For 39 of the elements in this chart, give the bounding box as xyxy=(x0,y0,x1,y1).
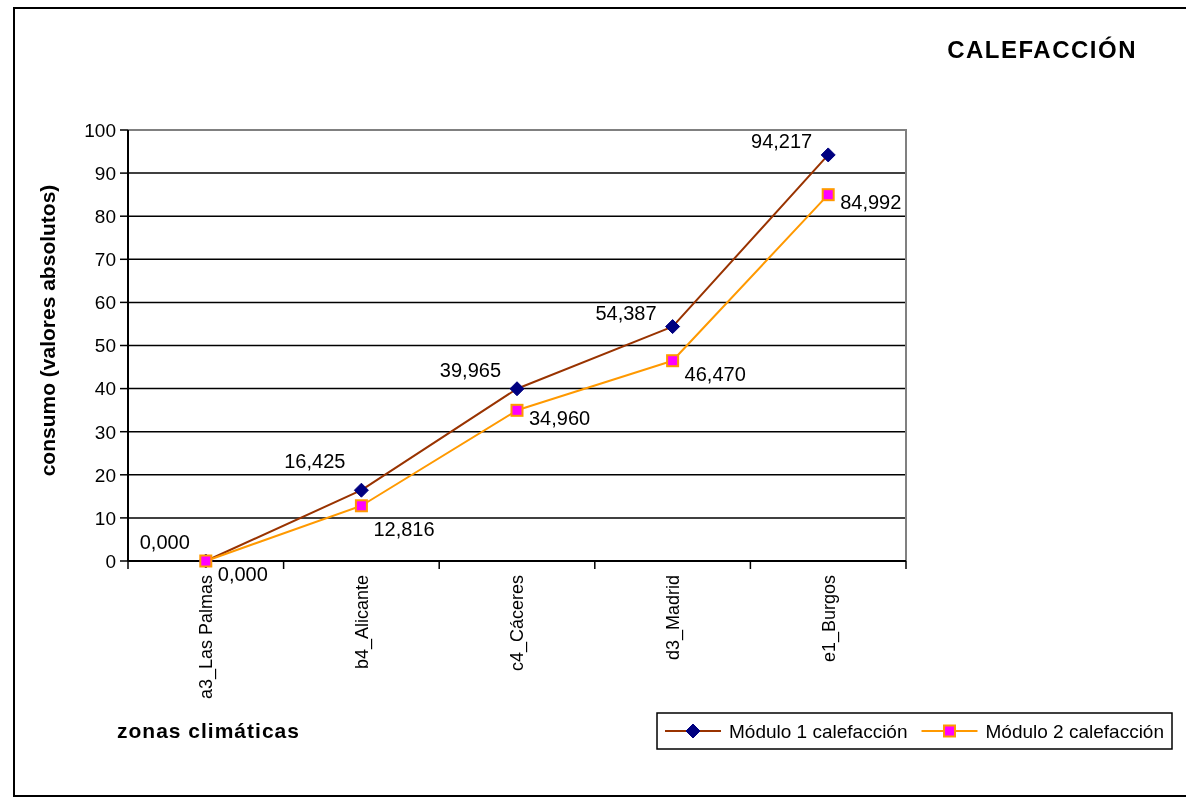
point xyxy=(820,147,836,163)
y-tick-label: 0 xyxy=(105,550,116,572)
data-label: 16,425 xyxy=(284,449,346,472)
data-label: 54,387 xyxy=(595,302,657,325)
legend-label: Módulo 2 calefacción xyxy=(985,720,1164,742)
point xyxy=(665,319,681,335)
text: CALEFACCIÓN xyxy=(947,36,1137,63)
data-label: 84,992 xyxy=(840,191,902,214)
legend-label: Módulo 1 calefacción xyxy=(729,720,908,742)
point xyxy=(666,354,680,368)
point xyxy=(353,482,369,498)
y-tick-label: 80 xyxy=(94,206,116,228)
data-label: 0,000 xyxy=(139,531,190,553)
y-tick-label: 40 xyxy=(94,378,116,400)
y-tick-label: 30 xyxy=(94,421,116,443)
point xyxy=(509,381,525,397)
data-label: 94,217 xyxy=(751,130,813,152)
point xyxy=(354,499,368,513)
y-tick-label: 60 xyxy=(94,292,116,314)
data-label: 34,960 xyxy=(529,406,591,429)
x-tick-label: d3_Madrid xyxy=(663,575,685,661)
y-tick-label: 70 xyxy=(94,249,116,271)
y-tick-label: 20 xyxy=(94,464,116,486)
data-label: 12,816 xyxy=(373,517,435,540)
point xyxy=(821,188,835,202)
y-tick-label: 90 xyxy=(94,162,116,184)
point xyxy=(510,403,524,417)
x-tick-label: b4_Alicante xyxy=(351,575,373,670)
x-tick-label: a3_Las Palmas xyxy=(196,575,218,700)
data-label: 0,000 xyxy=(217,563,268,585)
x-axis-title: zonas climáticas xyxy=(117,719,300,742)
data-label: 46,470 xyxy=(684,362,746,385)
x-tick-label: c4_Cáceres xyxy=(507,575,529,672)
y-tick-label: 100 xyxy=(84,119,116,141)
x-tick-label: e1_Burgos xyxy=(818,575,840,663)
data-label: 39,965 xyxy=(439,358,501,381)
y-axis-title: consumo (valores absolutos) xyxy=(35,184,59,477)
y-tick-label: 50 xyxy=(94,335,116,357)
y-tick-label: 10 xyxy=(94,507,116,529)
